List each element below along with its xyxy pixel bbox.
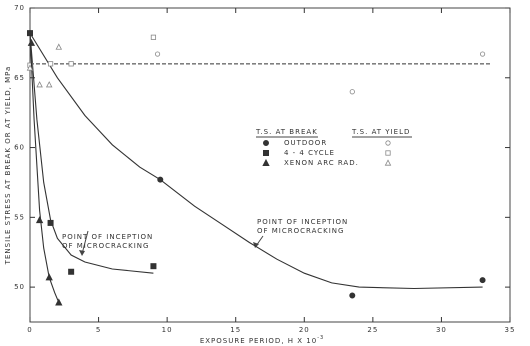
x-tick-label: 10 — [162, 326, 173, 334]
x-axis-label-main: EXPOSURE PERIOD, H X 10 — [200, 337, 317, 345]
x-tick-label: 15 — [230, 326, 241, 334]
annotation-arrow — [81, 230, 89, 255]
annotation: POINT OF INCEPTION — [257, 218, 348, 226]
marker — [262, 158, 270, 166]
marker — [27, 38, 36, 46]
marker — [154, 51, 161, 57]
y-tick-label: 50 — [14, 283, 25, 291]
marker — [45, 81, 53, 88]
x-tick-label: 30 — [436, 326, 447, 334]
marker — [262, 149, 269, 156]
legend-label: 4 - 4 CYCLE — [284, 149, 335, 157]
plot-frame — [29, 7, 511, 323]
marker — [36, 81, 43, 88]
x-axis-label-exponent: -3 — [317, 335, 324, 341]
marker — [55, 298, 63, 306]
fit-curve — [29, 33, 154, 274]
y-tick-label: 70 — [14, 4, 25, 12]
annotation: POINT OF INCEPTION — [62, 233, 153, 241]
marker — [68, 61, 74, 67]
marker — [35, 216, 44, 224]
marker — [349, 292, 356, 299]
marker — [26, 64, 34, 71]
x-tick-label: 20 — [299, 326, 310, 334]
marker — [385, 140, 391, 146]
marker — [349, 89, 355, 95]
marker — [150, 34, 157, 40]
x-axis-label: EXPOSURE PERIOD, H X 10-3 — [200, 335, 324, 346]
marker — [47, 219, 54, 226]
marker — [157, 176, 164, 183]
y-tick-label: 55 — [14, 213, 25, 221]
x-tick-label: 0 — [27, 326, 32, 334]
x-tick-label: 5 — [96, 326, 101, 334]
y-axis-label: TENSILE STRESS AT BREAK OR AT YIELD, MPa — [4, 66, 12, 266]
legend-label: XENON ARC RAD. — [284, 159, 359, 167]
x-tick-label: 35 — [505, 326, 516, 334]
x-tick-label: 25 — [367, 326, 378, 334]
annotation: OF MICROCRACKING — [62, 242, 149, 250]
legend-header: T.S. AT YIELD — [351, 128, 410, 136]
arrow-head — [79, 250, 85, 256]
legend-label: OUTDOOR — [284, 139, 327, 147]
fit-curve — [29, 33, 60, 303]
marker — [262, 139, 269, 146]
marker — [68, 268, 75, 275]
marker — [385, 150, 391, 156]
annotation: OF MICROCRACKING — [257, 227, 344, 235]
y-tick-label: 65 — [14, 74, 25, 82]
y-tick-label: 60 — [14, 144, 25, 152]
arrow-head — [253, 242, 259, 248]
legend-header: T.S. AT BREAK — [255, 128, 318, 136]
marker — [384, 159, 392, 166]
marker — [45, 273, 53, 281]
marker — [479, 277, 486, 284]
marker — [47, 61, 54, 67]
marker — [150, 263, 157, 270]
marker — [479, 51, 486, 57]
fit-curve — [29, 32, 483, 290]
marker — [55, 43, 63, 50]
